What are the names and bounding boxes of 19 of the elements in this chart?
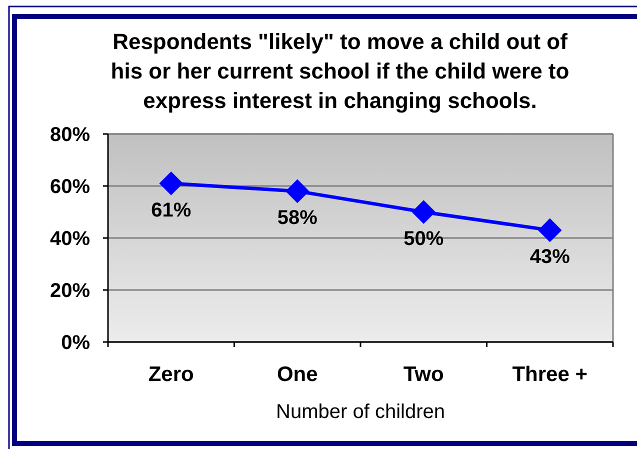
chart-title: Respondents "likely" to move a child out of his or her current school if the child were to express interest in changing schools. bbox=[110, 29, 570, 113]
data-label: 43% bbox=[530, 246, 570, 268]
data-label: 50% bbox=[404, 228, 444, 250]
data-label: 58% bbox=[277, 207, 318, 230]
y-tick-label: 60% bbox=[50, 176, 90, 198]
data-label: 61% bbox=[151, 199, 192, 222]
x-tick-label: Two bbox=[403, 363, 444, 386]
x-tick-label: Zero bbox=[148, 363, 194, 386]
y-tick-label: 0% bbox=[61, 332, 90, 354]
point bbox=[286, 180, 310, 203]
x-tick-label: Three + bbox=[512, 363, 588, 386]
x-tick-label: One bbox=[276, 363, 318, 386]
point bbox=[412, 200, 436, 224]
y-tick-label: 40% bbox=[50, 228, 90, 250]
point bbox=[159, 172, 183, 196]
y-tick-label: 80% bbox=[50, 124, 90, 146]
y-tick-label: 20% bbox=[50, 280, 90, 302]
point bbox=[538, 218, 562, 242]
x-axis-title: Number of children bbox=[276, 401, 445, 423]
